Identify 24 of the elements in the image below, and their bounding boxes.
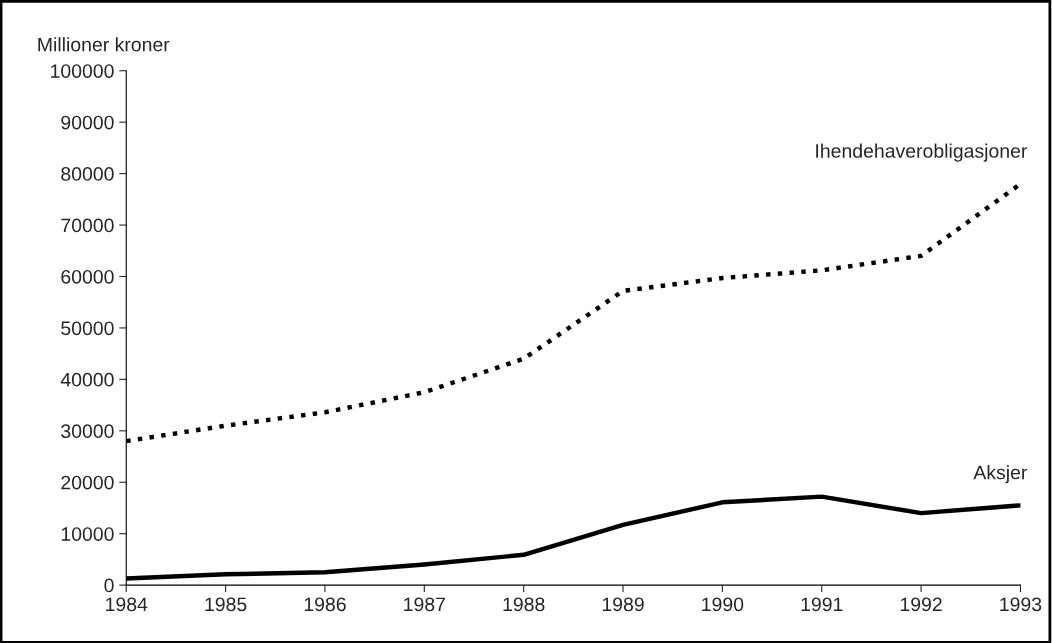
y-axis-title: Millioner kroner: [38, 37, 170, 52]
y-tick-label: 100000: [51, 64, 114, 78]
x-tick-label: 1990: [702, 597, 744, 612]
y-tick-label: 90000: [61, 115, 114, 130]
y-tick-label: 0: [104, 578, 114, 593]
x-tick-label: 1985: [205, 597, 247, 612]
x-tick-label: 1992: [900, 597, 942, 612]
y-tick-label: 80000: [61, 167, 114, 181]
y-tick-label: 50000: [61, 321, 114, 336]
y-tick-label: 30000: [61, 424, 114, 439]
x-tick-label: 1988: [503, 597, 545, 612]
x-tick-label: 1987: [404, 597, 445, 612]
x-tick-label: 1991: [801, 597, 843, 612]
y-tick-label: 40000: [60, 372, 114, 387]
x-tick-label: 1984: [106, 597, 148, 612]
series-label: Ihendehaverobligasjoner: [816, 143, 1028, 162]
y-tick-label: 10000: [61, 527, 114, 541]
x-tick-label: 1986: [304, 597, 346, 612]
y-tick-label: 70000: [61, 218, 114, 233]
y-tick-label: 60000: [61, 269, 114, 284]
x-tick-label: 1993: [1000, 597, 1042, 612]
series-label: Aksjer: [973, 465, 1028, 484]
x-tick-label: 1989: [602, 597, 644, 612]
y-tick-label: 20000: [61, 475, 114, 490]
